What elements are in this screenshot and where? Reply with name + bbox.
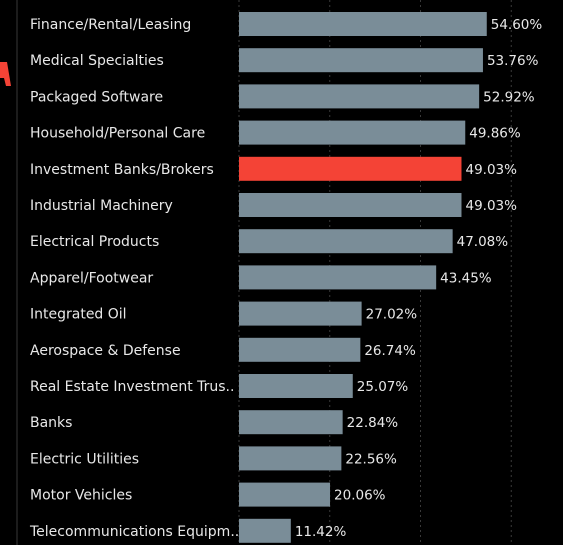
value-label: 22.56% (345, 451, 397, 467)
category-label: Telecommunications Equipm.. (29, 524, 239, 540)
bar (239, 48, 483, 73)
category-label: Packaged Software (30, 89, 163, 105)
bar (239, 410, 343, 435)
category-label: Industrial Machinery (30, 198, 173, 214)
bar (239, 482, 331, 507)
bar (239, 446, 342, 471)
category-label: Apparel/Footwear (30, 270, 153, 286)
bar (239, 120, 466, 145)
bar (239, 229, 453, 254)
value-label: 47.08% (457, 234, 509, 250)
bar (239, 265, 437, 290)
value-label: 27.02% (366, 307, 418, 323)
value-label: 26.74% (364, 343, 416, 359)
category-label: Electric Utilities (30, 451, 139, 467)
category-label: Banks (30, 415, 72, 431)
bar (239, 518, 291, 543)
value-label: 49.03% (465, 198, 517, 214)
value-label: 49.86% (469, 126, 521, 142)
bar (239, 374, 353, 398)
category-label: Electrical Products (30, 234, 159, 250)
value-label: 54.60% (491, 17, 543, 33)
value-label: 43.45% (440, 270, 492, 286)
category-label: Aerospace & Defense (30, 343, 181, 359)
category-label: Household/Personal Care (30, 126, 205, 142)
value-label: 11.42% (295, 524, 347, 540)
category-label: Medical Specialties (30, 53, 164, 69)
bar (239, 12, 487, 36)
bar (239, 193, 462, 217)
value-label: 22.84% (347, 415, 399, 431)
value-label: 25.07% (357, 379, 409, 395)
category-label: Investment Banks/Brokers (30, 162, 214, 178)
category-label: Integrated Oil (30, 307, 127, 323)
value-label: 20.06% (334, 488, 386, 504)
sidebar-fragment (0, 62, 11, 86)
bar (239, 156, 462, 181)
bars: Finance/Rental/Leasing 54.60% Medical Spec… (29, 12, 542, 543)
bar (239, 84, 480, 109)
value-label: 52.92% (483, 89, 535, 105)
category-label: Real Estate Investment Trus.. (30, 379, 234, 395)
category-label: Finance/Rental/Leasing (30, 17, 191, 33)
value-label: 49.03% (465, 162, 517, 178)
value-label: 53.76% (487, 53, 539, 69)
category-label: Motor Vehicles (30, 488, 132, 504)
bar (239, 301, 362, 326)
bar (239, 337, 361, 362)
